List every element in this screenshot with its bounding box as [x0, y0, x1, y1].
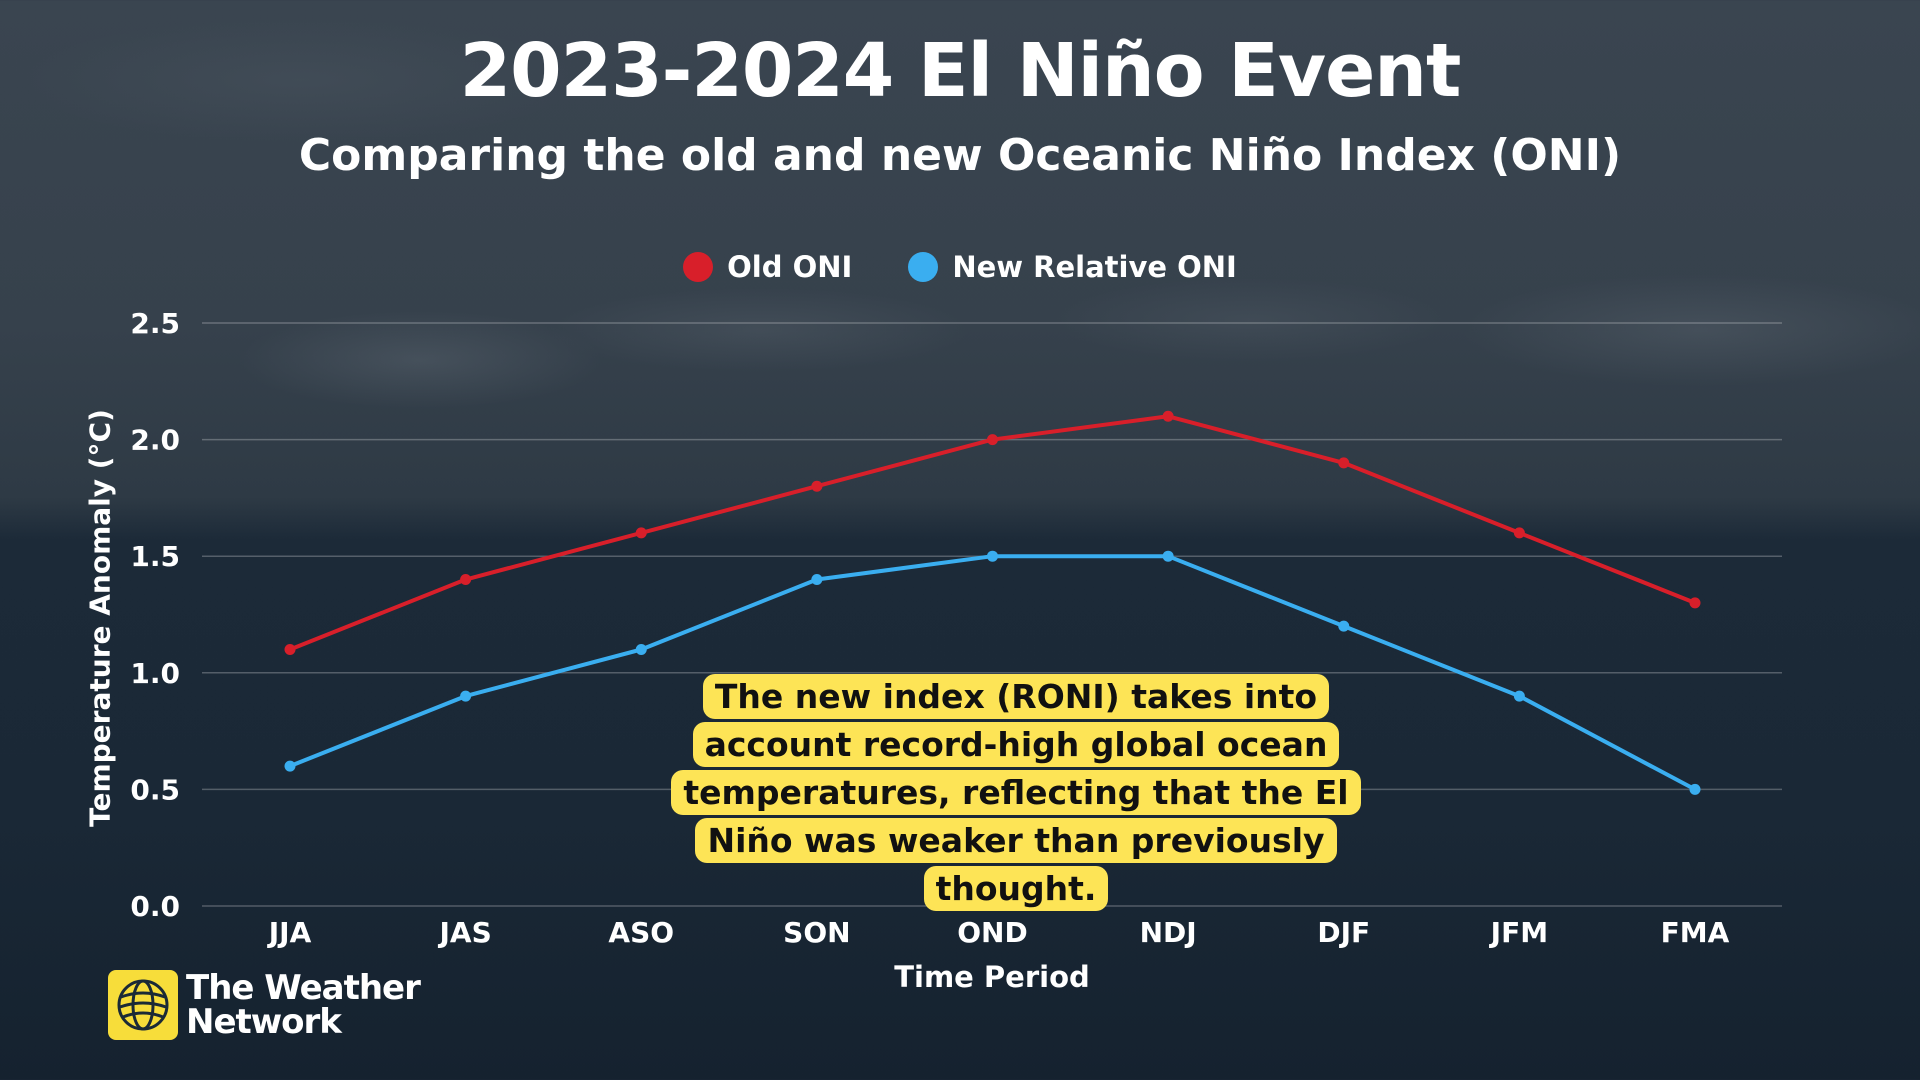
x-axis-label: Time Period: [894, 960, 1090, 994]
globe-icon: [108, 970, 178, 1040]
y-tick-label: 2.0: [130, 424, 180, 457]
x-tick-label: OND: [957, 916, 1027, 949]
x-tick-label: JAS: [437, 916, 491, 949]
data-point-new-oni: [1513, 690, 1525, 702]
x-tick-label: FMA: [1661, 916, 1730, 949]
y-tick-label: 1.5: [130, 540, 180, 573]
y-tick-label: 0.5: [130, 773, 180, 806]
logo-line-1: The Weather: [186, 968, 421, 1008]
y-axis-label: Temperature Anomaly (°C): [83, 409, 117, 827]
y-tick-label: 2.5: [130, 307, 180, 340]
chart-title: 2023-2024 El Niño Event: [459, 28, 1462, 114]
data-point-new-oni: [1689, 783, 1701, 795]
weather-network-logo: The Weather Network: [108, 968, 421, 1042]
data-point-new-oni: [987, 550, 998, 562]
data-point-old-oni: [635, 527, 647, 539]
legend-label-new-oni: New Relative ONI: [952, 250, 1237, 284]
legend-swatch-old-oni: [683, 252, 714, 282]
logo-line-2: Network: [186, 1002, 342, 1042]
annotation-box: The new index (RONI) takes into account …: [646, 673, 1386, 913]
data-point-new-oni: [460, 690, 472, 702]
x-tick-label: DJF: [1317, 916, 1370, 949]
legend-swatch-new-oni: [908, 252, 939, 282]
data-point-new-oni: [284, 760, 296, 772]
data-point-old-oni: [460, 574, 472, 586]
data-point-new-oni: [811, 574, 823, 586]
annotation-text: The new index (RONI) takes into account …: [671, 674, 1361, 911]
y-tick-label: 0.0: [130, 890, 180, 923]
x-tick-label: ASO: [608, 916, 674, 949]
legend-item-new-oni: New Relative ONI: [908, 250, 1237, 284]
data-point-old-oni: [811, 480, 823, 492]
x-tick-label: JJA: [267, 916, 312, 949]
x-tick-label: SON: [783, 916, 850, 949]
data-point-old-oni: [987, 434, 998, 446]
logo-text: The Weather Network: [186, 968, 421, 1042]
data-point-old-oni: [1689, 597, 1701, 609]
y-tick-label: 1.0: [130, 657, 180, 690]
legend-item-old-oni: Old ONI: [683, 250, 852, 284]
data-point-old-oni: [284, 643, 296, 655]
legend: Old ONI New Relative ONI: [0, 250, 1920, 284]
data-point-new-oni: [635, 643, 647, 655]
series-line-old-oni: [289, 414, 1696, 652]
legend-label-old-oni: Old ONI: [727, 250, 853, 284]
x-tick-label: JFM: [1489, 916, 1548, 949]
data-point-old-oni: [1513, 527, 1525, 539]
data-point-new-oni: [1338, 620, 1350, 632]
data-point-old-oni: [1338, 457, 1350, 469]
x-tick-label: NDJ: [1140, 916, 1197, 949]
data-point-old-oni: [1162, 410, 1174, 422]
chart-subtitle: Comparing the old and new Oceanic Niño I…: [298, 130, 1622, 181]
data-point-new-oni: [1162, 550, 1174, 562]
